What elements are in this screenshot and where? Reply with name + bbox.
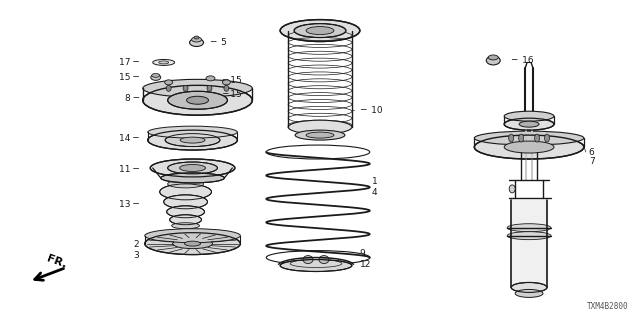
Ellipse shape <box>507 224 551 232</box>
Ellipse shape <box>280 20 360 42</box>
Text: ─  10: ─ 10 <box>360 106 383 115</box>
Text: ─  5: ─ 5 <box>211 38 227 47</box>
Ellipse shape <box>173 239 212 249</box>
Ellipse shape <box>474 135 584 159</box>
Text: 15 ─: 15 ─ <box>119 73 139 82</box>
Ellipse shape <box>509 134 514 142</box>
Ellipse shape <box>143 79 252 97</box>
Text: 2: 2 <box>133 240 139 249</box>
Ellipse shape <box>515 289 543 297</box>
Ellipse shape <box>143 85 252 115</box>
Ellipse shape <box>507 232 551 240</box>
Polygon shape <box>511 200 547 287</box>
Ellipse shape <box>306 132 334 138</box>
Text: ─ 15: ─ 15 <box>223 76 242 85</box>
Ellipse shape <box>159 61 169 64</box>
Ellipse shape <box>180 164 205 172</box>
Ellipse shape <box>486 56 500 65</box>
Text: 8 ─: 8 ─ <box>125 94 139 103</box>
Ellipse shape <box>223 80 230 85</box>
Text: 12: 12 <box>360 260 371 269</box>
Ellipse shape <box>187 96 209 104</box>
Ellipse shape <box>180 137 205 143</box>
Ellipse shape <box>504 141 554 153</box>
Text: ─ 15: ─ 15 <box>223 90 242 99</box>
Ellipse shape <box>161 173 225 183</box>
Ellipse shape <box>519 121 539 127</box>
Text: 11 ─: 11 ─ <box>119 165 139 174</box>
Text: 6: 6 <box>589 148 595 156</box>
Ellipse shape <box>280 260 352 271</box>
Ellipse shape <box>303 256 313 264</box>
Ellipse shape <box>288 120 352 134</box>
Ellipse shape <box>166 85 171 91</box>
Ellipse shape <box>160 184 211 200</box>
Ellipse shape <box>534 134 540 142</box>
Ellipse shape <box>150 159 235 177</box>
Ellipse shape <box>145 229 241 243</box>
Ellipse shape <box>152 73 160 77</box>
Text: 3: 3 <box>133 251 139 260</box>
Ellipse shape <box>170 215 202 225</box>
Text: TXM4B2800: TXM4B2800 <box>587 302 628 311</box>
Ellipse shape <box>172 223 200 229</box>
Ellipse shape <box>518 134 524 142</box>
Ellipse shape <box>207 85 212 91</box>
Text: 4: 4 <box>372 188 378 197</box>
Ellipse shape <box>189 38 204 46</box>
Ellipse shape <box>504 118 554 130</box>
Text: 1: 1 <box>372 177 378 187</box>
Ellipse shape <box>295 130 345 140</box>
Ellipse shape <box>164 195 207 209</box>
Text: 17 ─: 17 ─ <box>119 58 139 67</box>
Ellipse shape <box>306 27 334 35</box>
Ellipse shape <box>504 111 554 121</box>
Ellipse shape <box>511 283 547 292</box>
Ellipse shape <box>168 91 227 109</box>
Ellipse shape <box>166 206 205 218</box>
Ellipse shape <box>165 134 220 147</box>
Ellipse shape <box>294 24 346 37</box>
Text: ─  16: ─ 16 <box>511 56 534 65</box>
Ellipse shape <box>194 36 199 39</box>
Ellipse shape <box>168 180 204 188</box>
Ellipse shape <box>319 256 329 264</box>
Ellipse shape <box>145 233 241 255</box>
Ellipse shape <box>488 55 498 60</box>
Ellipse shape <box>183 85 188 91</box>
Ellipse shape <box>184 241 200 246</box>
Text: 13 ─: 13 ─ <box>119 200 139 209</box>
Ellipse shape <box>509 185 515 193</box>
Ellipse shape <box>168 162 218 174</box>
Text: 14 ─: 14 ─ <box>119 133 139 143</box>
Ellipse shape <box>474 131 584 145</box>
Ellipse shape <box>148 126 237 138</box>
Text: FR.: FR. <box>45 253 68 269</box>
Ellipse shape <box>164 80 173 85</box>
Text: 7: 7 <box>589 157 595 166</box>
Ellipse shape <box>151 74 161 80</box>
Ellipse shape <box>191 37 202 42</box>
Text: 9: 9 <box>360 249 365 258</box>
Ellipse shape <box>148 130 237 150</box>
Ellipse shape <box>545 134 550 142</box>
Ellipse shape <box>224 85 229 91</box>
Ellipse shape <box>153 60 175 65</box>
Ellipse shape <box>206 76 215 81</box>
